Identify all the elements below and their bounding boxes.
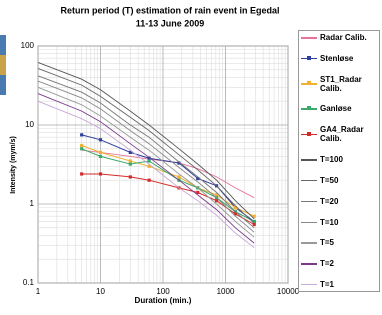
- legend-label: T=20: [320, 197, 338, 206]
- point: [253, 223, 256, 226]
- page: Return period (T) estimation of rain eve…: [0, 0, 382, 315]
- legend-key: [301, 238, 317, 247]
- legend-line: [301, 242, 317, 244]
- point: [80, 147, 83, 150]
- legend-entry: Ganløse: [301, 104, 377, 113]
- legend-marker: [307, 132, 311, 136]
- legend-key: [301, 280, 317, 289]
- point: [177, 175, 180, 178]
- legend-line: [301, 180, 317, 182]
- legend-label: Ganløse: [320, 104, 352, 113]
- point: [80, 133, 83, 136]
- x-axis-label: Duration (min.): [135, 296, 192, 305]
- legend-line: [301, 263, 317, 265]
- x-tick-label: 1: [36, 287, 41, 296]
- legend-key: [301, 104, 317, 113]
- x-tick-label: 10000: [277, 287, 300, 296]
- legend-entry: GA4_Radar Calib.: [301, 125, 377, 143]
- point: [99, 155, 102, 158]
- legend-label: GA4_Radar Calib.: [320, 125, 377, 143]
- legend-label: T=10: [320, 218, 338, 227]
- legend-key: [301, 155, 317, 164]
- point: [148, 179, 151, 182]
- point: [148, 159, 151, 162]
- legend-key: [301, 197, 317, 206]
- legend-entry: T=20: [301, 197, 377, 206]
- legend-line: [301, 37, 317, 39]
- y-tick-label: 0.1: [23, 278, 35, 287]
- legend-line: [301, 201, 317, 203]
- point: [129, 175, 132, 178]
- legend-marker: [307, 106, 311, 110]
- legend-key: [301, 176, 317, 185]
- legend-entry: T=1: [301, 280, 377, 289]
- legend-label: T=5: [320, 238, 334, 247]
- legend-key: [301, 33, 317, 42]
- legend-key: [301, 54, 317, 63]
- point: [129, 162, 132, 165]
- legend-entry: T=50: [301, 176, 377, 185]
- legend-line: [301, 159, 317, 161]
- legend-label: T=100: [320, 155, 343, 164]
- legend-entry: ST1_Radar Calib.: [301, 75, 377, 93]
- legend-marker: [307, 81, 311, 85]
- legend-key: [301, 218, 317, 227]
- chart-subtitle: 11-13 June 2009: [136, 18, 205, 28]
- legend-label: Stenløse: [320, 54, 353, 63]
- legend-entry: T=100: [301, 155, 377, 164]
- x-tick-label: 100: [156, 287, 170, 296]
- point: [80, 144, 83, 147]
- legend-entry: Radar Calib.: [301, 33, 377, 42]
- x-tick-label: 1000: [217, 287, 235, 296]
- legend-label: T=1: [320, 280, 334, 289]
- legend-entry: T=5: [301, 238, 377, 247]
- point: [129, 159, 132, 162]
- y-tick-label: 100: [21, 41, 35, 50]
- y-axis-label: Intensity (mym/s): [10, 136, 17, 194]
- y-tick-label: 1: [30, 199, 35, 208]
- legend: Radar Calib. Stenløse ST1_Radar Calib. Ganl…: [298, 30, 380, 292]
- legend-line: [301, 222, 317, 224]
- legend-entry: T=10: [301, 218, 377, 227]
- chart-title: Return period (T) estimation of rain eve…: [60, 5, 279, 15]
- point: [99, 172, 102, 175]
- legend-key: [301, 259, 317, 268]
- x-tick-label: 10: [96, 287, 105, 296]
- legend-marker: [307, 56, 311, 60]
- legend-label: T=50: [320, 176, 338, 185]
- legend-label: Radar Calib.: [320, 33, 367, 42]
- legend-entry: T=2: [301, 259, 377, 268]
- point: [80, 172, 83, 175]
- legend-label: ST1_Radar Calib.: [320, 75, 377, 93]
- point: [215, 199, 218, 202]
- legend-entry: Stenløse: [301, 54, 377, 63]
- map-fragment: [0, 55, 6, 75]
- legend-key: [301, 79, 317, 88]
- point: [99, 151, 102, 154]
- legend-label: T=2: [320, 259, 334, 268]
- legend-line: [301, 284, 317, 286]
- point: [99, 138, 102, 141]
- y-tick-label: 10: [25, 120, 34, 129]
- legend-key: [301, 130, 317, 139]
